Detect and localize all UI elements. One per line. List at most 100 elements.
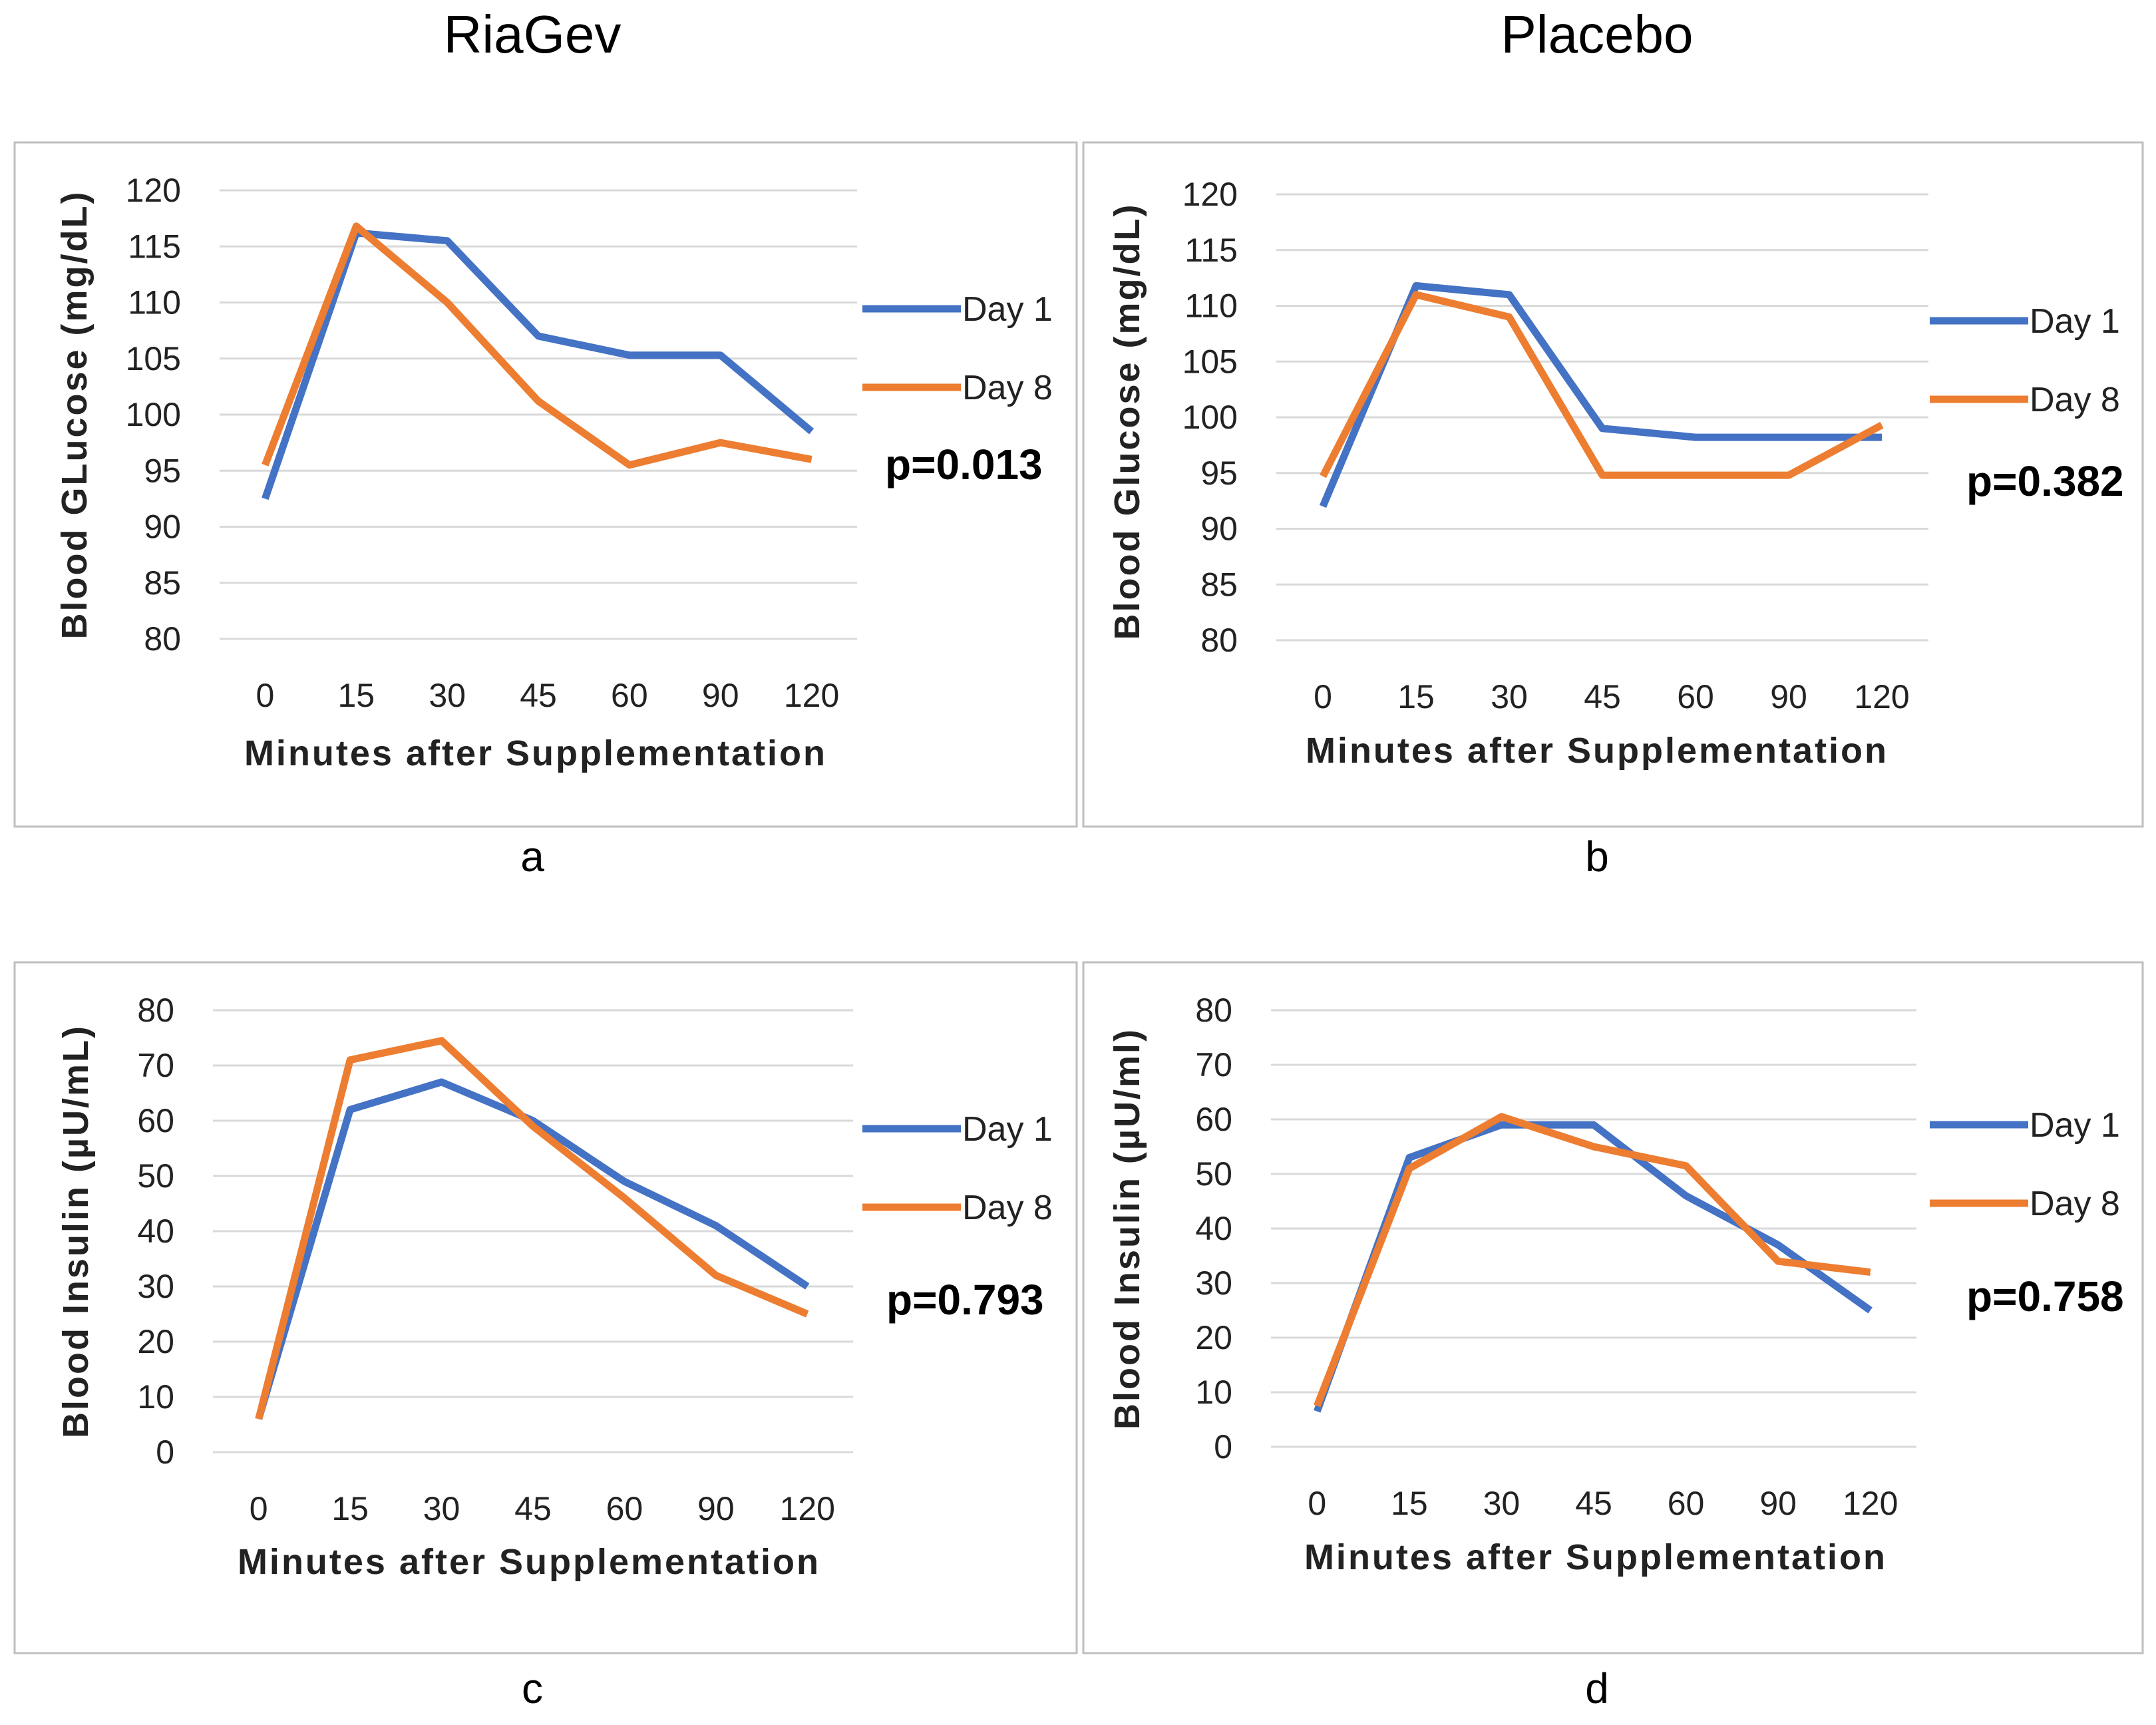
panel-c-x-tick-label: 45 xyxy=(514,1490,552,1527)
panel-b-x-tick-label: 30 xyxy=(1491,678,1528,715)
panel-c-legend-label-day1: Day 1 xyxy=(962,1110,1053,1149)
panel-a-x-tick-label: 45 xyxy=(520,677,557,714)
panel-a-x-tick-label: 60 xyxy=(611,677,648,714)
panel-d-series-line-day1 xyxy=(1314,1121,1873,1413)
panel-b-x-tick-label: 15 xyxy=(1397,678,1435,715)
panel-d-y-tick-label: 30 xyxy=(1195,1264,1232,1302)
panel-a-x-tick-label: 15 xyxy=(337,677,375,714)
panel-c-x-tick-label: 120 xyxy=(780,1490,835,1527)
panel-c-y-tick-label: 50 xyxy=(137,1157,174,1195)
panel-c-y-tick-label: 60 xyxy=(137,1102,174,1139)
panel-b-x-tick-label: 60 xyxy=(1677,678,1714,715)
panel-d-y-tick-label: 10 xyxy=(1195,1374,1232,1411)
panel-label-d: d xyxy=(1585,1664,1609,1712)
column-title-placebo: Placebo xyxy=(1501,5,1694,64)
panel-b-y-tick-label: 120 xyxy=(1182,176,1238,213)
panel-d-x-tick-label: 30 xyxy=(1483,1485,1521,1522)
panel-d-legend-label-day8: Day 8 xyxy=(2030,1185,2120,1223)
panel-a-y-tick-label: 110 xyxy=(128,284,181,321)
panel-b-x-tick-label: 0 xyxy=(1314,678,1332,715)
panel-c-y-tick-label: 40 xyxy=(137,1213,174,1250)
panel-c-x-tick-label: 15 xyxy=(331,1490,369,1527)
panel-b-y-tick-label: 90 xyxy=(1200,510,1238,548)
column-title-riagev: RiaGev xyxy=(443,5,622,64)
panel-d-y-axis-label: Blood Insulin (µU/ml) xyxy=(1107,1028,1147,1430)
panel-c-x-tick-label: 0 xyxy=(250,1490,268,1527)
panel-a-x-tick-label: 0 xyxy=(256,677,275,714)
panel-c-y-tick-label: 20 xyxy=(137,1323,174,1360)
panel-d-y-tick-label: 20 xyxy=(1195,1319,1232,1356)
panel-b-legend-label-day1: Day 1 xyxy=(2030,302,2120,341)
panel-a-legend-label-day1: Day 1 xyxy=(962,290,1053,329)
panel-d-y-tick-label: 40 xyxy=(1195,1210,1232,1247)
panel-b-y-tick-label: 115 xyxy=(1184,232,1238,269)
panel-d-x-tick-label: 45 xyxy=(1575,1485,1612,1522)
panel-c-y-tick-label: 80 xyxy=(137,992,174,1029)
panel-a-y-tick-label: 100 xyxy=(126,396,181,433)
panel-c-x-tick-label: 30 xyxy=(423,1490,460,1527)
panel-d-x-axis-label: Minutes after Supplementation xyxy=(1304,1537,1887,1577)
panel-c-legend-label-day8: Day 8 xyxy=(962,1189,1053,1227)
panel-d-frame xyxy=(1082,961,2144,1654)
panel-d-legend-label-day1: Day 1 xyxy=(2030,1106,2120,1145)
panel-c-x-tick-label: 60 xyxy=(606,1490,643,1527)
panel-c-y-tick-label: 0 xyxy=(156,1434,174,1471)
panel-d-series-line-day8 xyxy=(1314,1113,1871,1408)
panel-b-y-tick-label: 100 xyxy=(1182,399,1238,436)
panel-b-p-value: p=0.382 xyxy=(1966,457,2124,505)
panel-a-frame xyxy=(13,141,1078,828)
panel-c-y-tick-label: 30 xyxy=(137,1268,174,1305)
panel-d-x-tick-label: 60 xyxy=(1668,1485,1705,1522)
panel-a-y-tick-label: 80 xyxy=(144,620,181,658)
panel-c-y-axis-label: Blood Insulin (µU/mL) xyxy=(56,1024,96,1438)
panel-c-x-tick-label: 90 xyxy=(697,1490,735,1527)
panel-d-y-tick-label: 70 xyxy=(1195,1046,1232,1083)
panel-d-p-value: p=0.758 xyxy=(1966,1272,2124,1320)
panel-d-x-tick-label: 0 xyxy=(1308,1485,1326,1522)
panel-b-x-tick-label: 45 xyxy=(1584,678,1621,715)
panel-a-y-tick-label: 90 xyxy=(144,508,181,546)
panel-d-x-tick-label: 90 xyxy=(1759,1485,1797,1522)
panel-a-y-axis-label: Blood GLucose (mg/dL) xyxy=(55,190,94,640)
panel-d-x-tick-label: 15 xyxy=(1391,1485,1428,1522)
panel-a-y-tick-label: 95 xyxy=(144,452,181,489)
panel-d-y-tick-label: 60 xyxy=(1195,1101,1232,1138)
panel-b-frame xyxy=(1082,141,2144,828)
panel-b-legend-label-day8: Day 8 xyxy=(2030,381,2120,419)
panel-c-y-tick-label: 10 xyxy=(137,1378,174,1416)
panel-b-y-axis-label: Blood Glucose (mg/dL) xyxy=(1107,203,1147,640)
panel-a-y-tick-label: 105 xyxy=(126,340,181,377)
panel-c-series-line-day8 xyxy=(255,1037,809,1420)
panel-a-legend-label-day8: Day 8 xyxy=(962,369,1053,407)
panel-a-y-tick-label: 85 xyxy=(144,564,181,602)
panel-b-x-axis-label: Minutes after Supplementation xyxy=(1306,731,1888,771)
panel-b-y-tick-label: 105 xyxy=(1182,343,1238,380)
panel-b-y-tick-label: 95 xyxy=(1200,455,1238,492)
panel-a-y-tick-label: 115 xyxy=(128,228,181,265)
panel-d-x-tick-label: 120 xyxy=(1843,1485,1898,1522)
panel-b-x-tick-label: 90 xyxy=(1770,678,1807,715)
panel-d-y-tick-label: 80 xyxy=(1195,992,1232,1029)
panel-a-x-tick-label: 120 xyxy=(784,677,839,714)
panel-a-y-tick-label: 120 xyxy=(126,172,181,209)
panel-a-series-line-day1 xyxy=(262,229,814,500)
panel-a-x-axis-label: Minutes after Supplementation xyxy=(244,733,827,773)
panel-label-b: b xyxy=(1585,833,1609,880)
panel-c-frame xyxy=(13,961,1078,1654)
panel-c-p-value: p=0.793 xyxy=(886,1276,1044,1324)
panel-label-c: c xyxy=(522,1664,543,1712)
panel-d-y-tick-label: 50 xyxy=(1195,1155,1232,1193)
panel-b-y-tick-label: 110 xyxy=(1184,288,1238,325)
panel-b-y-tick-label: 80 xyxy=(1200,622,1238,659)
panel-label-a: a xyxy=(520,833,544,880)
panel-b-series-line-day1 xyxy=(1319,282,1882,508)
panel-a-p-value: p=0.013 xyxy=(885,441,1043,488)
panel-b-x-tick-label: 120 xyxy=(1854,678,1909,715)
panel-a-x-tick-label: 30 xyxy=(429,677,466,714)
panel-c-x-axis-label: Minutes after Supplementation xyxy=(238,1542,820,1582)
panel-d-y-tick-label: 0 xyxy=(1214,1428,1232,1465)
panel-a-x-tick-label: 90 xyxy=(702,677,739,714)
panel-b-series-line-day8 xyxy=(1320,291,1884,479)
panel-b-y-tick-label: 85 xyxy=(1200,566,1238,603)
